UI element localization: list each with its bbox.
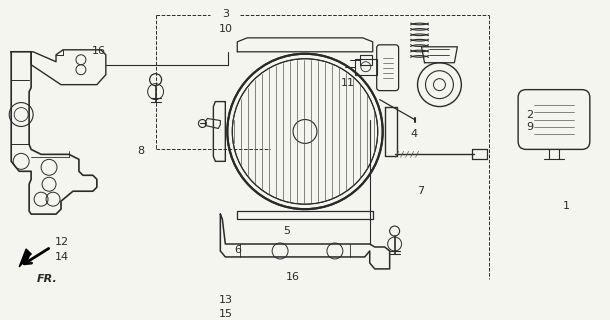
Text: 7: 7 <box>417 186 424 196</box>
Text: 5: 5 <box>283 226 290 236</box>
Text: 1: 1 <box>563 201 570 211</box>
Text: 13: 13 <box>219 295 233 305</box>
Text: 14: 14 <box>55 252 69 261</box>
Polygon shape <box>19 249 31 267</box>
Text: 6: 6 <box>235 245 242 255</box>
Text: 3: 3 <box>223 9 229 19</box>
Text: FR.: FR. <box>37 274 57 284</box>
Text: 9: 9 <box>526 123 533 132</box>
Circle shape <box>233 60 377 203</box>
Text: 16: 16 <box>286 272 300 282</box>
Text: 8: 8 <box>137 146 145 156</box>
Text: 12: 12 <box>55 237 69 247</box>
Text: 10: 10 <box>219 24 233 34</box>
Text: 2: 2 <box>526 110 533 120</box>
Text: 16: 16 <box>92 46 106 56</box>
Text: 4: 4 <box>411 129 418 139</box>
Bar <box>355 59 377 75</box>
Text: 11: 11 <box>340 78 354 88</box>
Text: 15: 15 <box>219 309 233 319</box>
